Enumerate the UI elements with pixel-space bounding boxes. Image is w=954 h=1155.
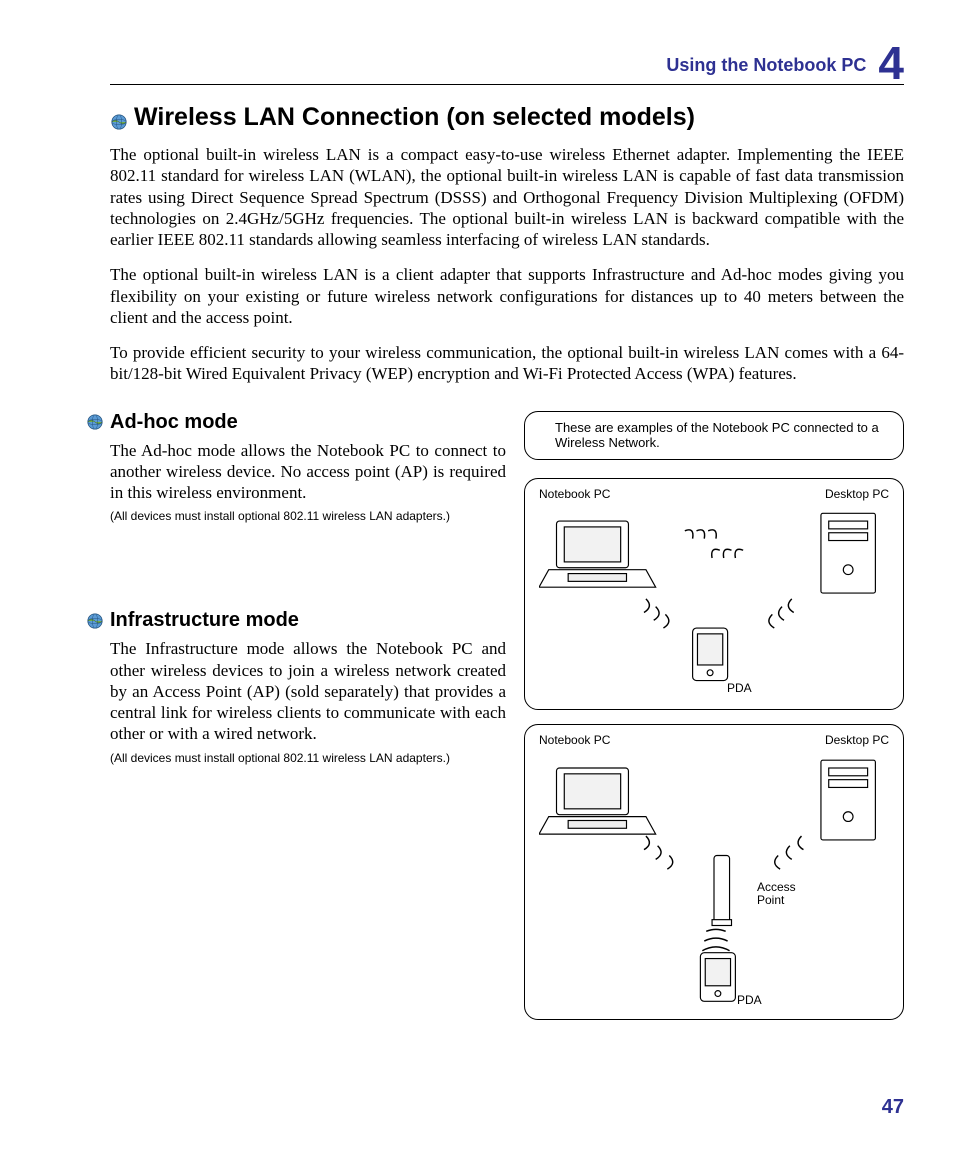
label-desktop: Desktop PC: [825, 487, 889, 501]
infra-svg: [539, 735, 889, 1011]
main-title-text: Wireless LAN Connection (on selected mod…: [134, 103, 695, 132]
chapter-number: 4: [878, 40, 904, 86]
infra-section: Infrastructure mode The Infrastructure m…: [86, 609, 506, 764]
page-number: 47: [882, 1096, 904, 1119]
adhoc-note: (All devices must install optional 802.1…: [110, 509, 506, 523]
infra-note: (All devices must install optional 802.1…: [110, 751, 506, 765]
intro-para-3: To provide efficient security to your wi…: [110, 342, 904, 385]
infra-diagram: Notebook PC Desktop PC Access Point PDA: [524, 724, 904, 1020]
adhoc-title: Ad-hoc mode: [86, 411, 506, 434]
infra-title-text: Infrastructure mode: [110, 609, 299, 632]
intro-para-1: The optional built-in wireless LAN is a …: [110, 144, 904, 250]
adhoc-diagram: Notebook PC Desktop PC PDA: [524, 478, 904, 710]
globe-icon: [86, 612, 104, 630]
label-desktop: Desktop PC: [825, 733, 889, 747]
infra-title: Infrastructure mode: [86, 609, 506, 632]
main-title: Wireless LAN Connection (on selected mod…: [110, 103, 904, 132]
header-title: Using the Notebook PC: [666, 55, 866, 82]
adhoc-svg: [539, 489, 889, 699]
label-pda: PDA: [737, 993, 762, 1007]
label-notebook: Notebook PC: [539, 487, 610, 501]
label-notebook: Notebook PC: [539, 733, 610, 747]
adhoc-para: The Ad-hoc mode allows the Notebook PC t…: [110, 440, 506, 504]
page-header: Using the Notebook PC 4: [110, 40, 904, 85]
globe-icon: [86, 413, 104, 431]
label-pda: PDA: [727, 681, 752, 695]
adhoc-section: Ad-hoc mode The Ad-hoc mode allows the N…: [86, 411, 506, 524]
infra-para: The Infrastructure mode allows the Noteb…: [110, 638, 506, 744]
adhoc-title-text: Ad-hoc mode: [110, 411, 238, 434]
globe-icon: [110, 109, 128, 127]
diagram-caption: These are examples of the Notebook PC co…: [524, 411, 904, 460]
label-ap: Access Point: [757, 881, 796, 907]
intro-para-2: The optional built-in wireless LAN is a …: [110, 264, 904, 328]
